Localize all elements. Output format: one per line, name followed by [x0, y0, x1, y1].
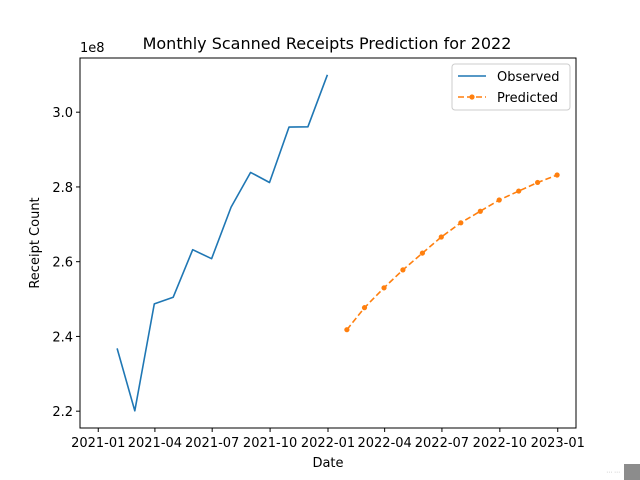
- y-axis: 2.2 2.4 2.6 2.8 3.0: [52, 106, 80, 420]
- chart-title: Monthly Scanned Receipts Prediction for …: [143, 34, 512, 53]
- y-tick-label: 2.2: [52, 405, 73, 420]
- predicted-point: [496, 197, 502, 203]
- x-axis-label: Date: [312, 456, 343, 471]
- resize-grip-dots: ⋯ ⋯: [606, 469, 620, 476]
- predicted-point: [554, 172, 560, 178]
- x-tick-label: 2022-04: [357, 436, 411, 451]
- predicted-point: [477, 208, 483, 214]
- observed-series-line: [116, 74, 329, 412]
- x-tick-label: 2021-10: [243, 436, 297, 451]
- legend: Observed Predicted: [451, 63, 571, 111]
- predicted-series-line: [346, 174, 558, 331]
- x-tick-label: 2021-04: [128, 436, 182, 451]
- legend-marker-predicted: [469, 94, 475, 100]
- window-resize-handle[interactable]: [624, 464, 640, 480]
- x-tick-label: 2023-01: [531, 436, 585, 451]
- predicted-point: [516, 188, 522, 194]
- predicted-point: [344, 327, 350, 333]
- y-tick-label: 2.4: [52, 330, 73, 345]
- x-tick-label: 2022-10: [473, 436, 527, 451]
- predicted-point: [438, 234, 444, 240]
- series-layer: [116, 74, 560, 412]
- predicted-point: [458, 220, 464, 226]
- y-axis-label: Receipt Count: [28, 197, 43, 288]
- y-tick-label: 2.6: [52, 256, 73, 271]
- plot-area: [79, 57, 577, 429]
- predicted-point: [535, 179, 541, 186]
- y-scale-label: 1e8: [80, 41, 105, 56]
- predicted-point: [361, 305, 368, 311]
- predicted-point: [400, 267, 406, 273]
- x-tick-label: 2021-01: [71, 436, 125, 451]
- y-tick-label: 3.0: [52, 106, 73, 121]
- x-tick-label: 2022-07: [415, 436, 469, 451]
- predicted-point: [381, 285, 387, 291]
- y-tick-label: 2.8: [52, 181, 73, 196]
- predicted-point: [419, 250, 426, 256]
- legend-label-observed: Observed: [497, 70, 560, 85]
- x-tick-label: 2021-07: [185, 436, 239, 451]
- legend-label-predicted: Predicted: [497, 91, 558, 106]
- x-axis: 2021-01 2021-04 2021-07 2021-10 2022-01 2022-…: [71, 428, 585, 451]
- x-tick-label: 2022-01: [301, 436, 355, 451]
